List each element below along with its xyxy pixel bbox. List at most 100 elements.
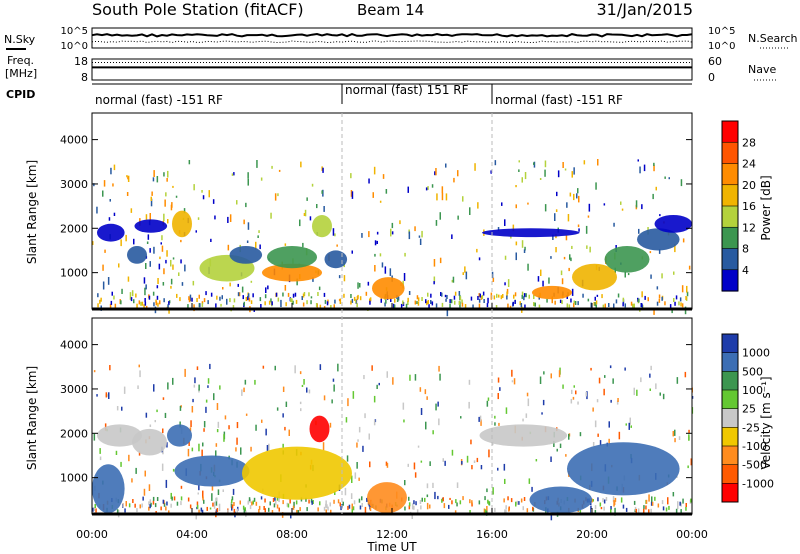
velocity-echo [345,417,348,423]
velocity-echo [456,502,458,507]
velocity-ground-echo [242,505,245,510]
velocity-ground-echo [675,508,678,513]
power-echo [583,160,586,165]
power-ground-echo [203,298,206,303]
velocity-ground-echo [455,499,457,504]
velocity-echo [293,501,295,508]
velocity-echo [223,434,225,442]
velocity-ground-echo [180,496,183,501]
velocity-echo [550,456,552,462]
velocity-ground-echo [187,497,190,502]
power-echo [374,240,377,246]
power-ground-echo [528,294,530,299]
power-echo [183,208,186,214]
freq-label-line1: Freq. [7,54,34,67]
velocity-ground-echo [173,496,176,501]
power-echo [212,199,215,204]
velocity-ground-echo [478,500,481,505]
power-echo [524,172,527,180]
velocity-ground-echo [306,507,308,512]
power-ground-echo [493,295,496,300]
velocity-echo [288,429,290,436]
velocity-ground-echo [471,502,473,507]
power-ground-echo [317,292,319,296]
power-echo [143,277,146,284]
power-echo [418,235,421,238]
velocity-ground-echo [162,499,165,504]
velocity-echo [439,373,441,381]
velocity-echo [354,472,357,479]
velocity-ground-echo [408,502,411,507]
velocity-colorbar-swatch [722,483,738,503]
power-echo [167,170,169,178]
velocity-echo [499,387,501,391]
power-feature [572,263,617,291]
power-echo [170,204,173,211]
velocity-echo [525,413,528,418]
power-echo [160,242,162,245]
velocity-ground-echo [128,503,131,508]
power-echo [109,199,111,202]
x-tick-label: 16:00 [476,528,508,541]
power-ground-echo [431,301,434,306]
velocity-echo [128,454,130,462]
power-echo [120,239,122,247]
velocity-ground-echo [264,498,266,503]
velocity-ground-echo [273,503,276,508]
power-echo [150,196,152,201]
velocity-ground-echo [295,500,298,505]
power-echo [668,177,670,180]
power-echo [357,282,359,289]
power-echo [112,183,114,187]
velocity-echo [497,393,499,400]
power-echo [571,288,574,296]
velocity-echo [216,429,219,433]
power-echo [367,281,370,286]
velocity-ground-echo [661,500,664,505]
power-ground-echo [111,291,113,296]
velocity-echo [437,401,439,407]
velocity-echo [211,486,214,491]
velocity-echo [688,429,690,434]
velocity-ground-echo [149,504,151,509]
velocity-feature-layer [92,415,680,514]
velocity-feature [97,424,142,447]
velocity-echo [680,502,682,507]
velocity-echo [276,407,279,411]
x-tick-label: 20:00 [576,528,608,541]
velocity-ground-echo [203,499,205,504]
power-colorbar-label: 4 [742,264,749,277]
velocity-echo [511,369,513,377]
velocity-echo [471,465,473,470]
power-ground-echo [640,303,643,307]
power-echo [321,166,323,171]
power-ground-echo [143,304,145,309]
power-echo [563,256,566,260]
power-ground-echo [675,295,678,300]
velocity-ground-echo [206,506,208,511]
velocity-ground-echo [594,505,597,510]
power-echo [602,304,605,309]
velocity-colorbar-swatch [722,352,738,372]
power-echo [201,301,204,304]
power-echo [589,246,591,253]
velocity-ground-echo [227,509,229,514]
power-ground-echo [394,298,396,303]
power-echo [435,168,437,176]
power-ground-echo [343,293,345,298]
power-echo [441,192,444,201]
freq-right-tick-bottom: 0 [708,71,715,84]
cpid-label: CPID [6,88,35,101]
power-echo [571,245,573,249]
noise-left-tick-bottom: 10^0 [61,41,88,52]
velocity-ground-echo [448,504,450,509]
velocity-ground-echo [287,503,290,508]
power-echo [237,283,239,287]
power-ground-echo [573,303,575,308]
velocity-echo [565,454,567,457]
power-echo [390,228,392,237]
velocity-echo [194,377,196,384]
power-ground-echo [285,302,287,307]
velocity-ground-echo [610,509,612,513]
velocity-echo [356,442,358,448]
